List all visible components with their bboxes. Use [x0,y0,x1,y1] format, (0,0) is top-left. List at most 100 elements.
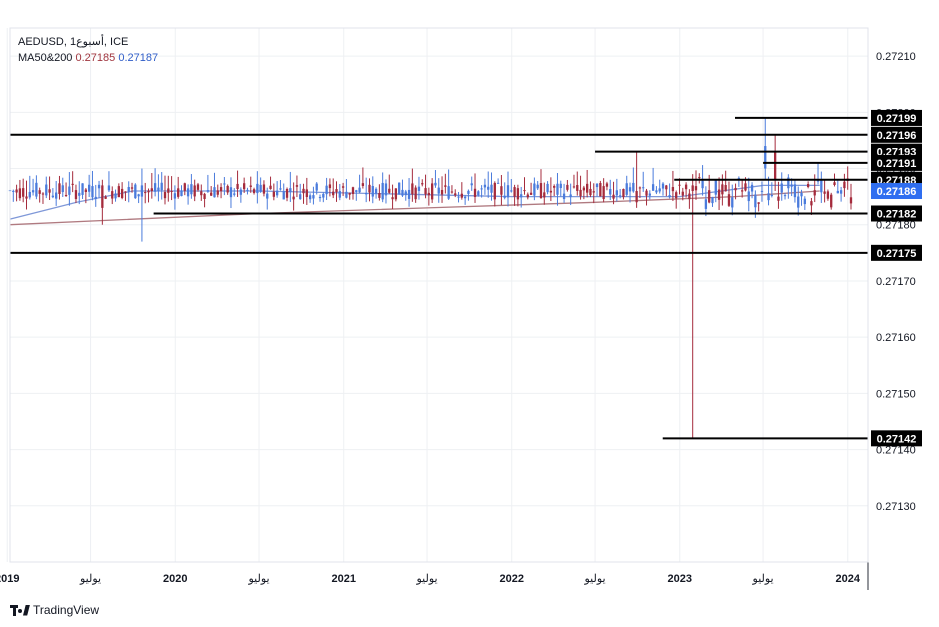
candle-body [140,185,144,197]
candle-body [186,188,190,197]
candle-body [401,189,404,196]
candle-body [477,191,480,196]
candle-body [74,190,78,200]
candle-body [407,189,411,199]
candle-body [546,183,549,193]
candle-body [137,194,140,197]
candle-body [28,191,31,198]
candle-body [210,192,213,196]
symbol-legend[interactable]: AEDUSD, 1أسبوع, ICE [18,36,129,48]
candle-body [830,194,833,208]
candle-body [688,193,691,200]
candle-body [694,186,698,191]
candle-body [493,182,496,200]
x-tick-label: 2022 [500,573,524,585]
candle-body [711,197,714,204]
candle-body [94,196,97,200]
candle-body [223,183,226,185]
tradingview-logo-icon [10,604,30,616]
candle-body [671,187,675,192]
candle-body [764,146,767,169]
candle-body [315,183,318,191]
y-tick-label: 0.27140 [876,445,916,457]
candle-body [229,187,233,198]
candle-body [351,187,355,195]
candle-body [348,192,351,195]
candle-body [219,187,223,192]
candle-body [503,195,506,198]
candle-body [576,184,579,191]
candle-body [586,183,589,193]
candle-body [632,182,635,192]
horizontal-levels[interactable] [10,116,868,440]
candle-body [754,194,757,208]
candle-body [177,188,180,197]
candle-body [249,185,252,187]
candle-body [717,189,721,200]
candle-body [266,193,269,199]
chart-grid [6,28,868,562]
candle-body [826,191,830,199]
candle-body [22,188,25,197]
ma-legend[interactable]: MA50&200 0.27185 0.27187 [18,52,158,64]
x-tick-label: يوليو [584,573,606,585]
candle-body [734,187,737,191]
candle-body [361,183,365,186]
candle-body [500,186,503,195]
candle-body [243,183,246,190]
candle-body [104,196,107,199]
candle-body [457,196,460,198]
candle-body [120,188,124,198]
candle-body [839,190,843,194]
candle-body [698,177,701,179]
candle-body [622,188,625,198]
candle-body [421,183,424,185]
candle-body [305,189,308,198]
candle-body [173,193,177,199]
candle-body [272,191,275,197]
candle-body [368,184,371,193]
candle-body [750,184,754,192]
candle-body [51,195,55,198]
candle-body [487,186,490,190]
candle-body [684,184,688,190]
candle-body [556,183,559,195]
candle-body [793,184,797,198]
level-label-box [871,244,922,261]
candle-body [394,188,398,200]
candle-body [15,189,18,193]
candle-body [820,179,823,193]
candle-body [196,184,200,190]
candle-body [18,188,22,199]
candle-body [180,190,183,197]
candle-body [358,187,361,193]
x-tick-label: يوليو [415,573,437,585]
candle-body [773,151,777,180]
candle-body [381,182,384,200]
candle-body [430,183,434,200]
candle-body [681,191,684,196]
candle-body [279,188,282,190]
candle-body [365,192,368,195]
candle-body [566,184,569,190]
candle-body [285,188,289,198]
candle-body [454,193,457,196]
ma-fast-value: 0.27185 [75,52,116,64]
candle-body [190,184,193,195]
candle-body [691,185,694,192]
current-price-box [871,183,922,200]
candle-body [374,188,378,194]
candle-body [144,192,147,194]
candle-body [675,192,678,199]
tradingview-brand[interactable]: TradingView [10,603,99,617]
candle-body [787,177,790,189]
candle-body [127,186,130,192]
candle-body [160,182,163,191]
candle-body [295,185,299,187]
candle-body [391,197,394,200]
candle-body [355,190,358,192]
x-tick-label: يوليو [247,573,269,585]
level-label-box [871,430,922,447]
candle-body [747,191,750,202]
